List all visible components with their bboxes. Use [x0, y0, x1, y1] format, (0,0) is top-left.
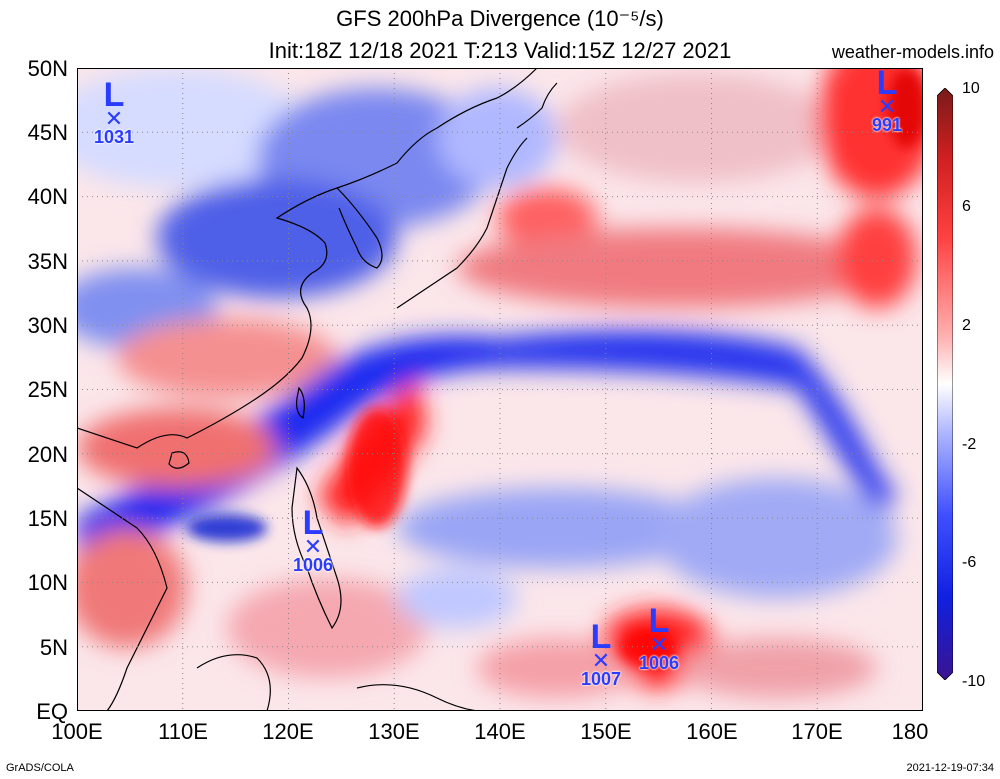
- coastline-japan: [396, 82, 558, 309]
- lat-label: 45N: [27, 120, 68, 145]
- field-blob: [397, 488, 717, 568]
- pressure-low: L ✕ 1006: [638, 602, 680, 673]
- field-blob: [837, 208, 917, 308]
- coastline-philippines: [291, 466, 342, 630]
- lat-label: 35N: [27, 249, 68, 274]
- low-marker-icon: ✕: [649, 632, 669, 657]
- field-blob: [887, 68, 923, 148]
- pressure-low: L ✕ 991: [871, 64, 903, 135]
- coastline-indochina: [77, 487, 168, 711]
- low-symbol: L: [103, 76, 125, 114]
- lat-label: 15N: [27, 506, 68, 531]
- field-blob: [557, 73, 837, 183]
- field-blob: [77, 408, 277, 488]
- low-marker-icon: ✕: [104, 106, 124, 131]
- lat-label: 50N: [27, 56, 68, 81]
- low-symbol: L: [590, 618, 612, 656]
- field-blob: [227, 578, 427, 678]
- low-pressure-value: 991: [871, 115, 903, 135]
- field-blob: [117, 318, 337, 398]
- pressure-low: L ✕ 1007: [580, 618, 622, 689]
- footer-credit: GrADS/COLA: [6, 762, 74, 774]
- low-symbol: L: [648, 602, 670, 640]
- lon-label: 150E: [580, 719, 632, 744]
- field-blob: [157, 178, 397, 298]
- field-blob: [187, 514, 267, 542]
- field-band: [77, 336, 497, 568]
- lon-label: 120E: [262, 719, 314, 744]
- field-blob: [457, 228, 897, 308]
- lat-label: 40N: [27, 184, 68, 209]
- divergence-detail: [187, 68, 923, 668]
- field-blob: [617, 628, 677, 668]
- field-blob: [657, 478, 897, 598]
- field-blob: [477, 638, 637, 698]
- pressure-low: L ✕ 1031: [93, 76, 135, 147]
- coastline-asia: [77, 68, 538, 449]
- footer-timestamp: 2021-12-19-07:34: [906, 762, 994, 774]
- chart-subtitle: Init:18Z 12/18 2021 T:213 Valid:15Z 12/2…: [268, 38, 732, 63]
- map-frame: [77, 68, 923, 711]
- lat-label: 10N: [27, 570, 68, 595]
- field-blob: [677, 638, 877, 698]
- colorbar-label: -6: [962, 554, 977, 571]
- field-blob: [347, 408, 407, 528]
- low-pressure-value: 1031: [93, 127, 135, 147]
- pressure-low: L ✕ 1006: [292, 504, 334, 575]
- low-symbol: L: [302, 504, 324, 542]
- coastlines: [77, 68, 558, 711]
- lon-label: 140E: [474, 719, 526, 744]
- lat-label: 30N: [27, 313, 68, 338]
- coastline-newguinea: [356, 684, 478, 711]
- lon-label: 160E: [686, 719, 738, 744]
- divergence-map: [77, 68, 923, 711]
- field-blob: [77, 68, 307, 188]
- colorbar-label: -10: [962, 673, 986, 690]
- low-pressure-value: 1007: [580, 669, 622, 689]
- low-symbol: L: [876, 64, 898, 102]
- lon-label: 180: [891, 719, 929, 744]
- lat-label: 20N: [27, 442, 68, 467]
- low-marker-icon: ✕: [591, 648, 611, 673]
- low-marker-icon: ✕: [303, 534, 323, 559]
- field-band: [497, 330, 897, 518]
- chart-title: GFS 200hPa Divergence (10⁻⁵/s): [336, 6, 664, 31]
- lat-label: EQ: [36, 699, 68, 724]
- coastline-taiwan: [296, 386, 305, 419]
- colorbar-label: 10: [962, 80, 980, 97]
- coastline-hainan: [168, 451, 190, 469]
- lon-label: 130E: [368, 719, 420, 744]
- field-blob: [397, 568, 517, 628]
- lon-label: 110E: [158, 719, 208, 744]
- lat-label: 5N: [39, 635, 68, 660]
- site-label: weather-models.info: [831, 42, 994, 62]
- coastline-korea: [336, 187, 383, 269]
- low-pressure-value: 1006: [292, 555, 334, 575]
- low-pressure-value: 1006: [638, 653, 680, 673]
- colorbar: [937, 88, 953, 680]
- field-blob: [437, 88, 557, 188]
- colorbar-label: -2: [962, 436, 977, 453]
- grid-lines: [77, 68, 923, 711]
- field-blob: [77, 528, 187, 648]
- lat-label: 25N: [27, 377, 68, 402]
- colorbar-gradient: [937, 88, 953, 680]
- coastline-borneo: [196, 654, 271, 711]
- lon-label: 100E: [51, 719, 103, 744]
- lon-label: 170E: [791, 719, 843, 744]
- colorbar-label: 2: [962, 317, 971, 334]
- low-marker-icon: ✕: [877, 94, 897, 119]
- colorbar-label: 6: [962, 198, 971, 215]
